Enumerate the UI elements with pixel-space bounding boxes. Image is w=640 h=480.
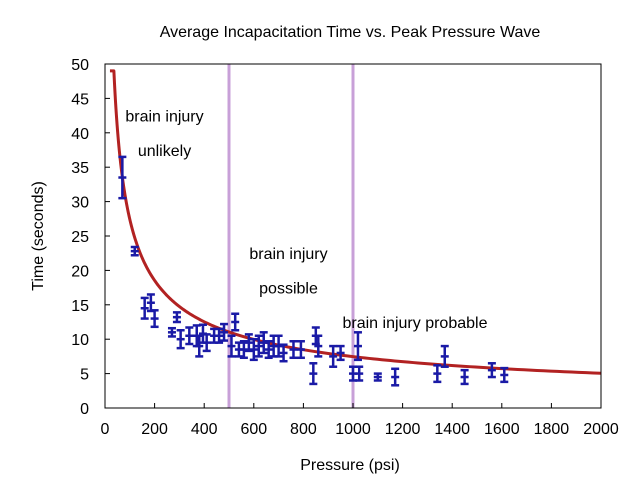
data-point	[176, 329, 185, 350]
data-point	[329, 344, 338, 368]
y-tick-label: 30	[71, 195, 89, 212]
x-tick-label: 200	[141, 421, 168, 438]
data-point	[336, 344, 345, 362]
y-tick-label: 45	[71, 91, 89, 108]
data-point	[140, 296, 149, 320]
data-point	[460, 368, 469, 386]
x-tick-label: 1600	[484, 421, 520, 438]
region-annotation: brain injury	[125, 109, 203, 126]
data-point	[440, 344, 449, 368]
y-tick-label: 0	[80, 401, 89, 418]
data-point	[172, 311, 181, 324]
data-point	[433, 364, 442, 384]
annotations: brain injury unlikely brain injury possible…	[125, 109, 487, 332]
data-point	[227, 334, 236, 358]
data-point	[249, 337, 258, 362]
data-point	[264, 340, 273, 360]
y-axis-title: Time (seconds)	[30, 181, 47, 291]
x-axis-title: Pressure (psi)	[300, 457, 400, 474]
y-tick-label: 15	[71, 298, 89, 315]
region-annotation: possible	[259, 281, 318, 298]
x-tick-label: 1800	[534, 421, 570, 438]
data-point	[254, 334, 263, 358]
data-point	[314, 334, 323, 358]
data-point	[185, 326, 194, 346]
y-axis: 0 5 10 15 20 25 30 35 40 45 50	[71, 57, 110, 418]
data-point	[231, 312, 240, 332]
x-tick-label: 1400	[434, 421, 470, 438]
region-annotation: brain injury probable	[343, 315, 488, 332]
y-tick-label: 5	[80, 367, 89, 384]
data-point	[167, 326, 176, 338]
data-point	[500, 366, 509, 384]
y-tick-label: 25	[71, 229, 89, 246]
x-tick-label: 2000	[583, 421, 619, 438]
region-annotation: brain injury	[249, 246, 327, 263]
fit-curve	[109, 69, 602, 375]
y-tick-label: 10	[71, 332, 89, 349]
data-point	[353, 331, 362, 362]
data-point	[309, 362, 318, 386]
data-point	[274, 334, 283, 358]
data-point	[259, 331, 268, 355]
fit-curve-layer	[109, 69, 602, 375]
x-tick-label: 1200	[385, 421, 421, 438]
y-tick-label: 20	[71, 263, 89, 280]
data-point	[487, 362, 496, 379]
data-point	[150, 309, 159, 329]
data-point	[373, 372, 382, 382]
x-tick-label: 0	[101, 421, 110, 438]
data-point	[244, 333, 253, 353]
y-tick-label: 35	[71, 160, 89, 177]
x-axis: 0 200 400 600 800 1000 1200 1400 1600 1800 2000	[101, 403, 619, 438]
data-point	[391, 367, 400, 387]
y-tick-label: 40	[71, 126, 89, 143]
data-point	[118, 155, 127, 200]
region-annotation: unlikely	[138, 143, 191, 160]
data-point	[279, 343, 288, 363]
chart-title: Average Incapacitation Time vs. Peak Pre…	[160, 24, 541, 41]
data-point	[130, 245, 139, 257]
data-point	[215, 327, 224, 344]
data-point	[296, 340, 305, 360]
data-point	[202, 333, 211, 353]
x-tick-label: 400	[191, 421, 218, 438]
data-points-layer	[118, 155, 509, 387]
region-boundaries	[227, 64, 355, 408]
y-tick-label: 50	[71, 57, 89, 74]
data-point	[239, 340, 248, 360]
data-point	[220, 322, 229, 342]
x-tick-label: 1000	[335, 421, 371, 438]
x-tick-label: 800	[290, 421, 317, 438]
data-point	[289, 340, 298, 360]
x-tick-label: 600	[240, 421, 267, 438]
data-point	[355, 365, 364, 382]
